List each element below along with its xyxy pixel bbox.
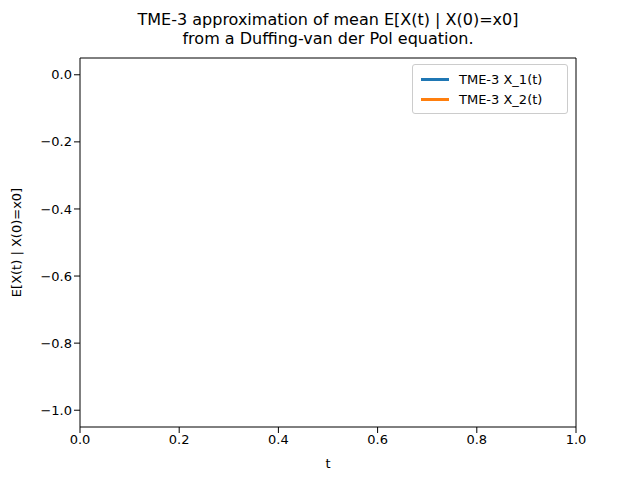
html-text:TME-3 X_1(t): TME-3 X_1(t) (459, 71, 543, 87)
svg-text:0.8: 0.8 (466, 432, 487, 447)
svg-text:−0.6: −0.6 (40, 269, 72, 284)
svg-text:−0.8: −0.8 (40, 336, 72, 351)
svg-text:0.0: 0.0 (51, 67, 72, 82)
svg-text:0.0: 0.0 (70, 432, 91, 447)
svg-text:−0.4: −0.4 (40, 202, 72, 217)
html-text:from a Duffing-van der Pol equ: from a Duffing-van der Pol equation. (182, 29, 474, 48)
svg-text:−0.2: −0.2 (40, 134, 72, 149)
svg-text:0.2: 0.2 (169, 432, 190, 447)
html-text:TME-3 approximation of mean E[: TME-3 approximation of mean E[X(t) | X(0… (137, 10, 519, 29)
html-text:TME-3 X_2(t): TME-3 X_2(t) (459, 91, 543, 107)
svg-text:1.0: 1.0 (566, 432, 587, 447)
svg-text:E[X(t) | X(0)=x0]: E[X(t) | X(0)=x0] (9, 188, 24, 297)
svg-text:t: t (325, 456, 330, 471)
svg-text:−1.0: −1.0 (40, 403, 72, 418)
svg-text:0.6: 0.6 (367, 432, 388, 447)
svg-text:0.4: 0.4 (268, 432, 289, 447)
